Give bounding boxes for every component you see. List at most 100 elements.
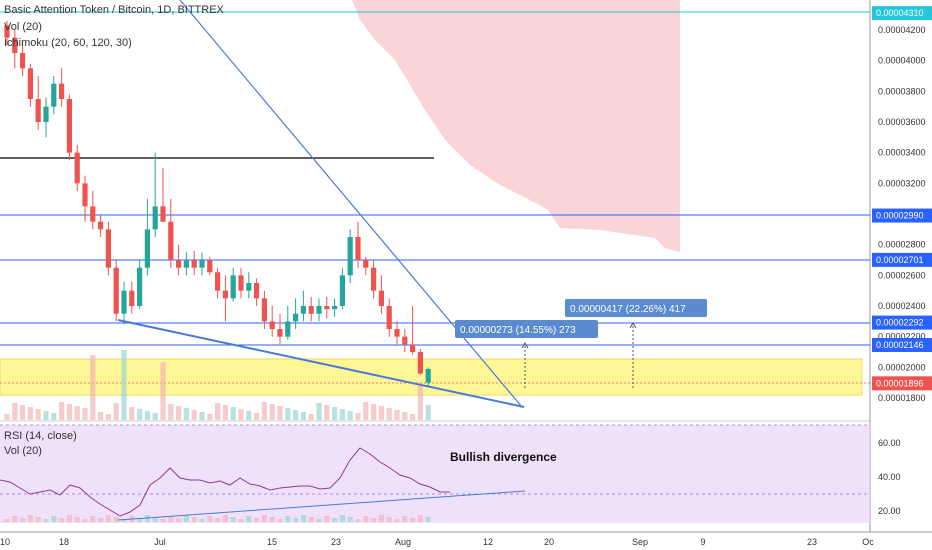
time-tick-label: Jul [154, 537, 166, 547]
volume-bar [222, 405, 228, 420]
volume-bar [363, 402, 369, 420]
rsi-divergence-line [117, 490, 526, 521]
volume-bar [269, 404, 275, 420]
candle-body [90, 206, 96, 222]
rsi-volume-bar [20, 518, 26, 522]
price-tick-label: 0.00001800 [878, 393, 926, 403]
volume-bar [160, 362, 166, 420]
candle-body [230, 275, 236, 299]
svg-text:0.00000273 (14.55%) 273: 0.00000273 (14.55%) 273 [460, 325, 576, 336]
volume-bar [230, 407, 236, 420]
candle-body [51, 83, 57, 107]
rsi-volume-bar [12, 516, 18, 522]
volume-bar [90, 355, 96, 420]
candle-body [355, 237, 361, 261]
candle-body [222, 290, 228, 299]
volume-bar [417, 385, 423, 420]
candle-body [402, 336, 408, 345]
price-tag-label: 0.00002146 [876, 340, 924, 350]
rsi-volume-bar [324, 516, 330, 522]
rsi-volume-bar [176, 518, 182, 522]
volume-bar [82, 408, 88, 420]
time-tick-label: Sep [632, 537, 648, 547]
volume-bar [121, 350, 127, 420]
candle-body [199, 260, 205, 268]
volume-bar [137, 409, 143, 420]
rsi-volume-bar [285, 516, 291, 522]
rsi-volume-bar [105, 515, 111, 522]
rsi-volume-bar [66, 515, 72, 522]
rsi-volume-bars [4, 515, 431, 522]
volume-bar [207, 414, 213, 420]
candle-body [347, 237, 353, 276]
volume-bar [51, 413, 57, 420]
candle-body [121, 290, 127, 314]
candle-body [176, 260, 182, 268]
rsi-volume-bar [90, 516, 96, 522]
volume-bar [129, 407, 135, 420]
chart-title: Basic Attention Token / Bitcoin, 1D, BIT… [4, 4, 224, 16]
volume-bar [215, 403, 221, 420]
rsi-volume-bar [339, 515, 345, 522]
volume-bar [254, 413, 260, 420]
volume-bar [308, 414, 314, 420]
rsi-volume-legend: Vol (20) [4, 445, 42, 457]
time-tick-label: 10 [0, 537, 10, 547]
volume-bar [191, 410, 197, 420]
candle-body [168, 221, 174, 261]
rsi-tick-label: 40.00 [878, 472, 901, 482]
support-zone[interactable] [0, 358, 863, 396]
rsi-volume-bar [238, 519, 244, 522]
rsi-volume-bar [332, 518, 338, 522]
volume-bar [402, 412, 408, 420]
measure-box-2[interactable]: 0.00000417 (22.26%) 417 [565, 299, 707, 317]
volume-bar [332, 407, 338, 420]
price-tag-label: 0.00001896 [876, 378, 924, 388]
candle-body [183, 260, 189, 268]
price-tag [872, 376, 932, 391]
price-tick-label: 0.00003600 [878, 117, 926, 127]
rsi-volume-bar [183, 515, 189, 522]
svg-text:0.00000417 (22.26%) 417: 0.00000417 (22.26%) 417 [570, 304, 686, 315]
volume-bar [4, 414, 10, 420]
price-tick-label: 0.00002400 [878, 301, 926, 311]
volume-bar [425, 405, 431, 420]
rsi-volume-bar [269, 517, 275, 522]
volume-bar [74, 406, 80, 420]
rsi-volume-bar [59, 518, 65, 522]
measure-box-1[interactable]: 0.00000273 (14.55%) 273 [455, 320, 598, 338]
rsi-volume-bar [74, 517, 80, 522]
candle-body [152, 206, 158, 230]
support-trendline[interactable] [117, 319, 525, 408]
candle-body [43, 106, 49, 123]
rsi-volume-bar [394, 519, 400, 522]
ichimoku-legend: Ichimoku (20, 60, 120, 30) [4, 37, 132, 49]
candle-body [378, 290, 384, 307]
candle-body [425, 368, 431, 383]
volume-bar [35, 409, 41, 420]
volume-bar [183, 408, 189, 420]
volume-bar [43, 411, 49, 420]
rsi-volume-bar [43, 519, 49, 522]
rsi-volume-bar [98, 518, 104, 522]
price-tag-label: 0.00004310 [876, 8, 924, 18]
price-tick-label: 0.00003400 [878, 148, 926, 158]
volume-bar [394, 410, 400, 420]
rsi-volume-bar [121, 519, 127, 522]
volume-bar [261, 402, 267, 420]
candle-body [215, 272, 221, 291]
descending-trendline[interactable] [179, 0, 523, 408]
rsi-volume-bar [199, 519, 205, 522]
volume-bar [105, 414, 111, 420]
price-tags: 0.00004310 0.00002990 0.00002701 0.00002292… [872, 6, 932, 391]
time-tick-label: Oc [862, 537, 874, 547]
time-tick-label: 20 [544, 537, 554, 547]
rsi-volume-bar [254, 518, 260, 522]
candle-body [324, 306, 330, 310]
rsi-volume-bar [347, 517, 353, 522]
volume-bars [4, 350, 431, 420]
candle-body [35, 99, 41, 123]
rsi-volume-bar [316, 519, 322, 522]
rsi-volume-bar [4, 519, 10, 522]
